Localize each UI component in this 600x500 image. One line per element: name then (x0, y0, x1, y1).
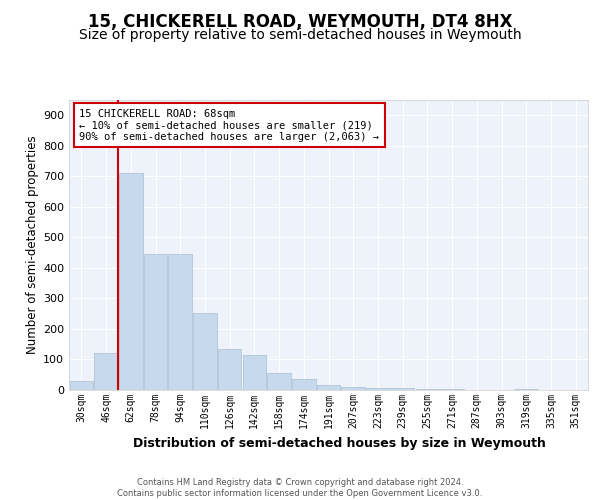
Text: Distribution of semi-detached houses by size in Weymouth: Distribution of semi-detached houses by … (133, 438, 545, 450)
Bar (341, 387, 365, 390)
Bar (119, 174, 143, 390)
Text: 15, CHICKERELL ROAD, WEYMOUTH, DT4 8HX: 15, CHICKERELL ROAD, WEYMOUTH, DT4 8HX (88, 12, 512, 30)
Bar (391, 388, 415, 390)
Y-axis label: Number of semi-detached properties: Number of semi-detached properties (26, 136, 39, 354)
Bar (242, 355, 266, 390)
Bar (94, 354, 118, 390)
Bar (193, 313, 217, 390)
Text: 15 CHICKERELL ROAD: 68sqm
← 10% of semi-detached houses are smaller (219)
90% of: 15 CHICKERELL ROAD: 68sqm ← 10% of semi-… (79, 108, 379, 142)
Text: Contains HM Land Registry data © Crown copyright and database right 2024.
Contai: Contains HM Land Registry data © Crown c… (118, 478, 482, 498)
Bar (144, 254, 167, 390)
Bar (268, 373, 291, 390)
Bar (292, 380, 316, 390)
Bar (169, 254, 192, 390)
Bar (70, 381, 93, 390)
Bar (317, 384, 340, 390)
Bar (416, 389, 439, 390)
Bar (366, 388, 389, 390)
Text: Size of property relative to semi-detached houses in Weymouth: Size of property relative to semi-detach… (79, 28, 521, 42)
Bar (218, 349, 241, 390)
